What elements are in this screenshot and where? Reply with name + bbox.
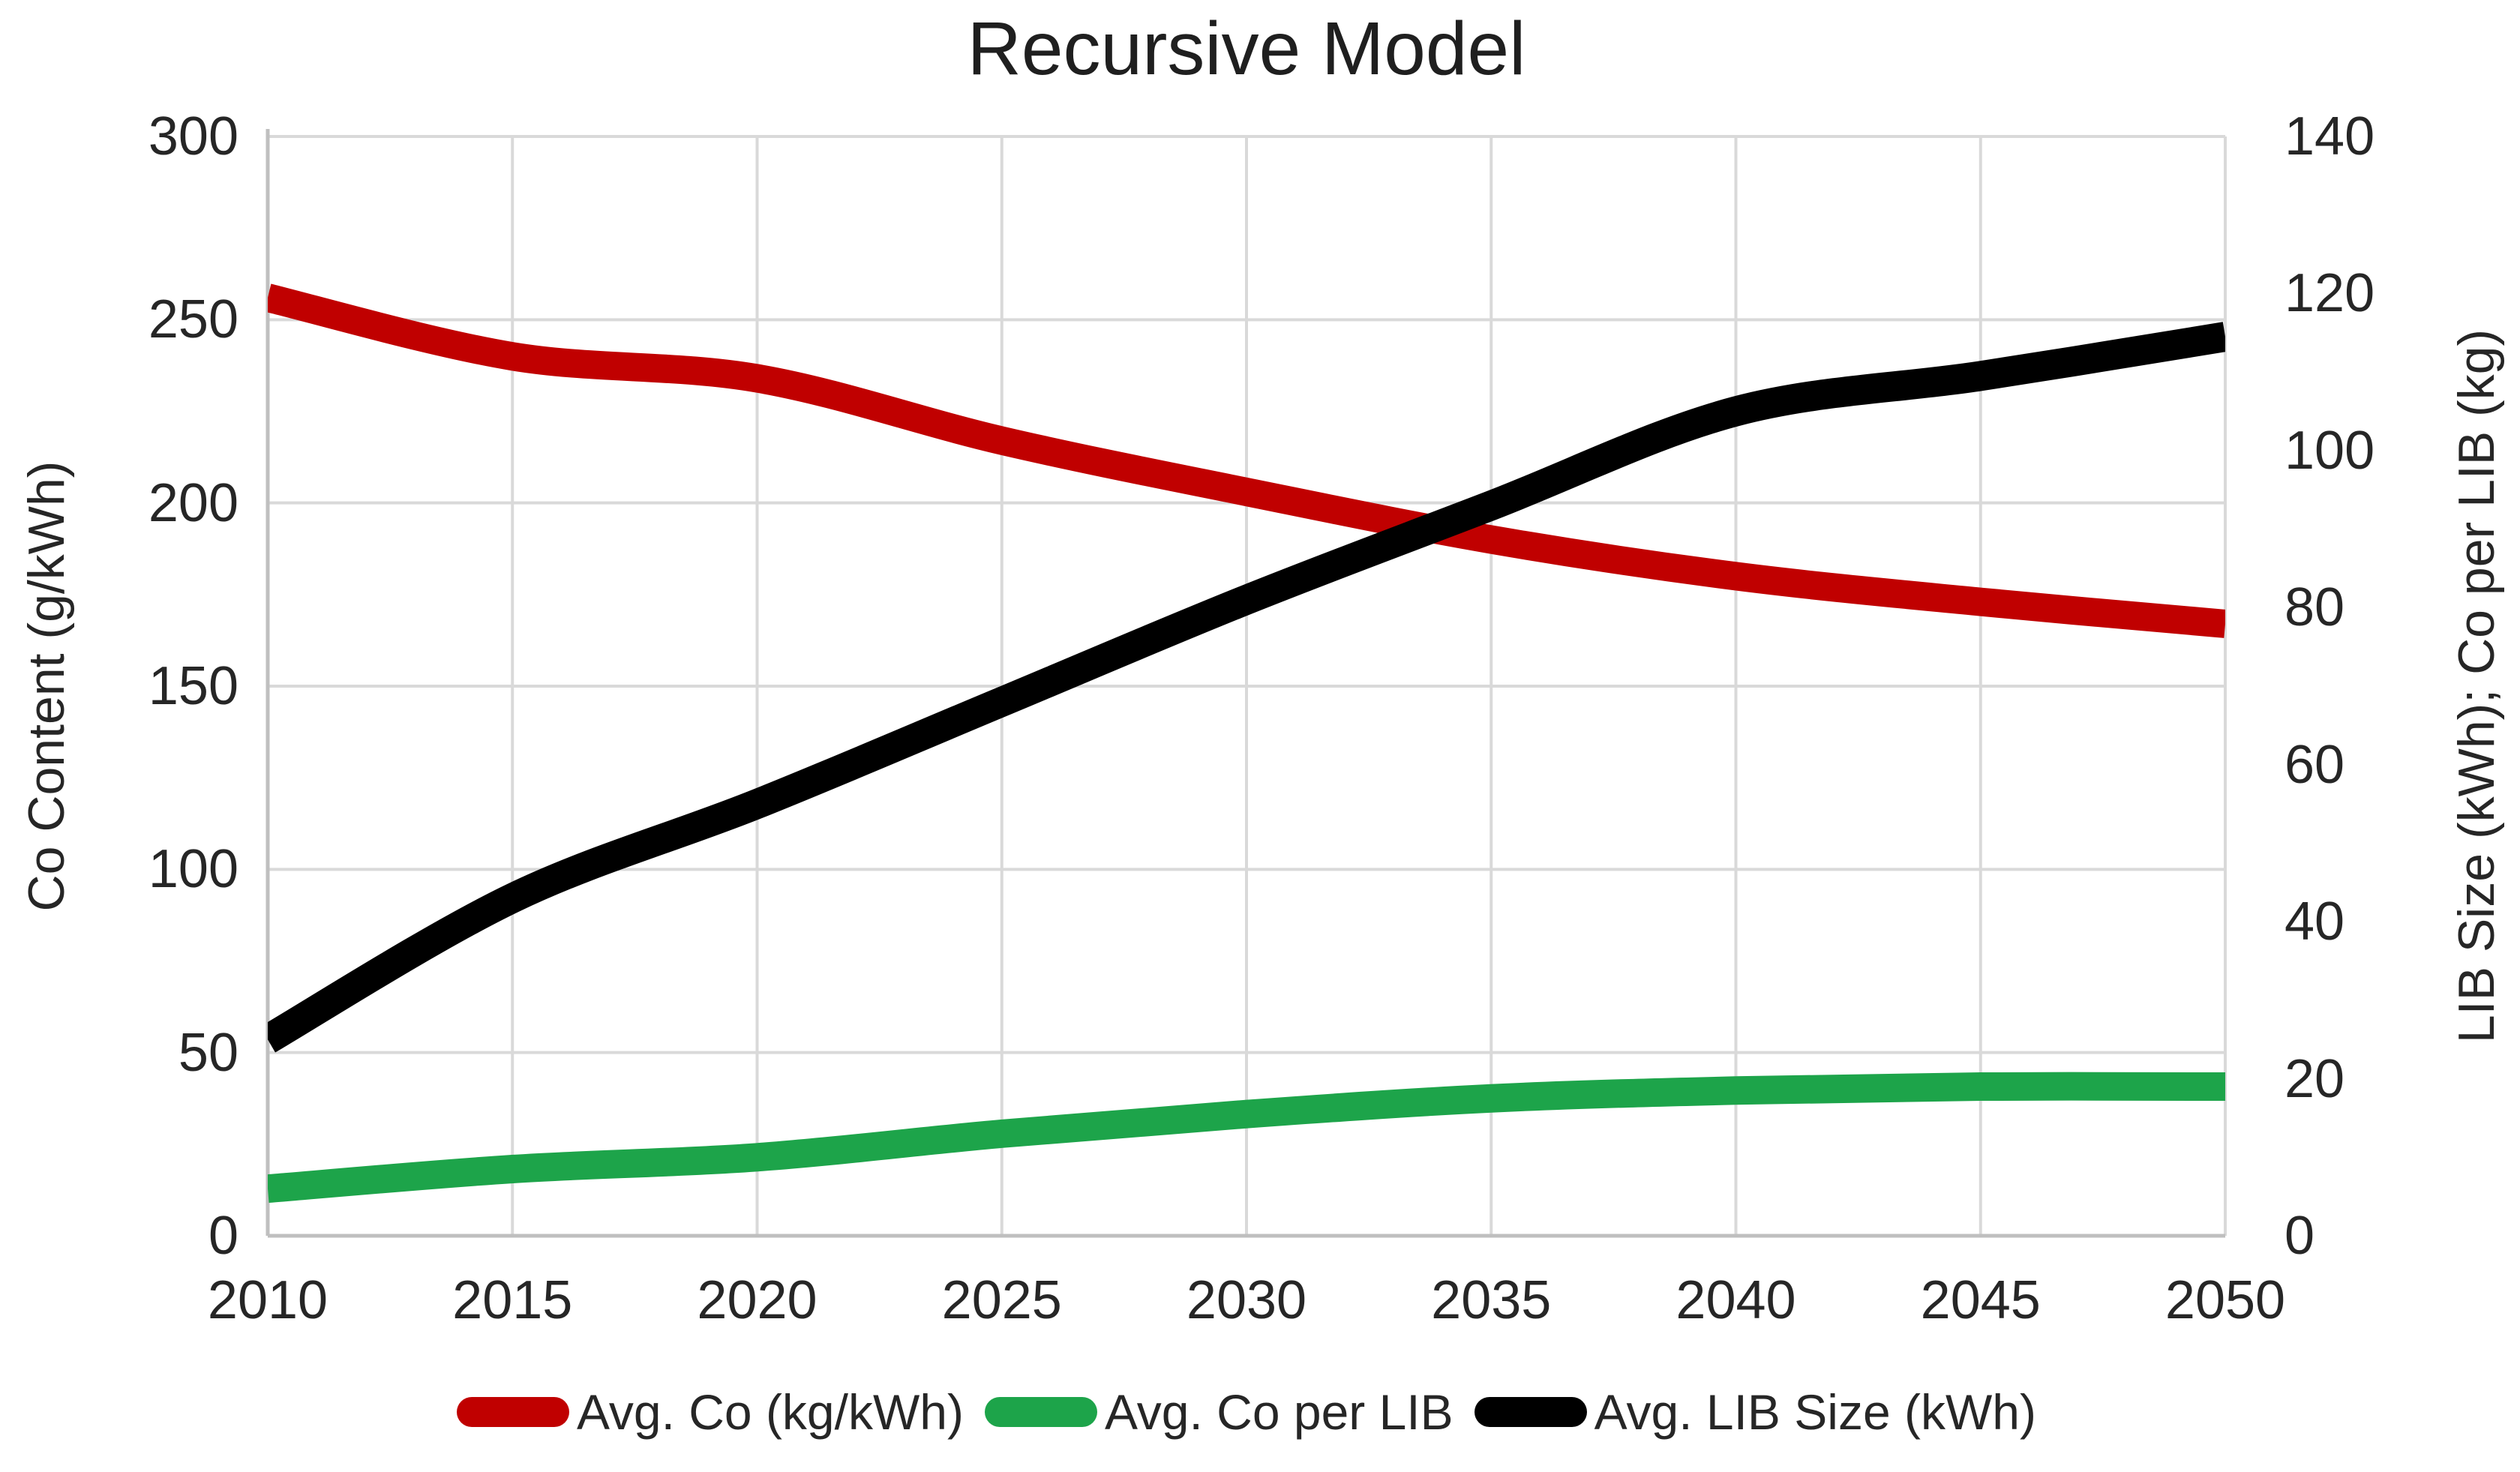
legend-label: Avg. Co (kg/kWh) (577, 1384, 964, 1440)
bottom-tick-label: 2030 (1186, 1270, 1307, 1330)
left-tick-label: 100 (148, 839, 238, 900)
right-tick-label: 80 (2284, 577, 2345, 638)
chart-title: Recursive Model (967, 7, 1526, 91)
right-tick-label: 140 (2284, 106, 2375, 166)
bottom-tick-label: 2010 (207, 1270, 328, 1330)
bottom-tick-label: 2040 (1676, 1270, 1796, 1330)
legend-item-avg-co-per-lib: Avg. Co per LIB (984, 1384, 1454, 1441)
bottom-tick-label: 2035 (1431, 1270, 1552, 1330)
legend-label: Avg. Co per LIB (1104, 1384, 1454, 1440)
left-tick-label: 200 (148, 472, 238, 533)
series-line-avg-lib-size-kwh (268, 322, 2225, 1053)
bottom-tick-label: 2015 (452, 1270, 573, 1330)
right-tick-label: 60 (2284, 734, 2345, 795)
bottom-tick-label: 2045 (1920, 1270, 2041, 1330)
bottom-tick-label: 2050 (2164, 1270, 2286, 1330)
legend-swatch-icon (984, 1397, 1097, 1427)
right-tick-label: 100 (2284, 420, 2375, 481)
legend-item-avg-lib-size-kwh: Avg. LIB Size (kWh) (1474, 1384, 2036, 1441)
right-tick-label: 20 (2284, 1048, 2345, 1109)
left-tick-label: 150 (148, 656, 238, 716)
left-tick-label: 250 (148, 289, 238, 350)
left-axis-title: Co Content (g/kWh) (18, 460, 75, 912)
right-tick-label: 40 (2284, 892, 2345, 952)
legend-label: Avg. LIB Size (kWh) (1594, 1384, 2036, 1440)
bottom-tick-label: 2020 (697, 1270, 818, 1330)
left-tick-label: 300 (148, 106, 238, 166)
chart-legend: Avg. Co (kg/kWh) Avg. Co per LIB Avg. LIB … (268, 1384, 2225, 1441)
right-axis-title: LIB Size (kWh); Co per LIB (kg) (2448, 328, 2505, 1044)
bottom-tick-label: 2025 (941, 1270, 1062, 1330)
right-tick-label: 0 (2284, 1206, 2315, 1266)
legend-swatch-icon (457, 1397, 570, 1427)
legend-item-avg-co-kg-kwh: Avg. Co (kg/kWh) (457, 1384, 964, 1441)
legend-swatch-icon (1474, 1397, 1587, 1427)
left-tick-label: 0 (208, 1206, 238, 1266)
series-line-avg-co-per-lib (268, 1072, 2225, 1204)
right-tick-label: 120 (2284, 263, 2375, 324)
left-tick-label: 50 (178, 1022, 238, 1083)
series-line-avg-co-kg-kwh (268, 283, 2225, 638)
